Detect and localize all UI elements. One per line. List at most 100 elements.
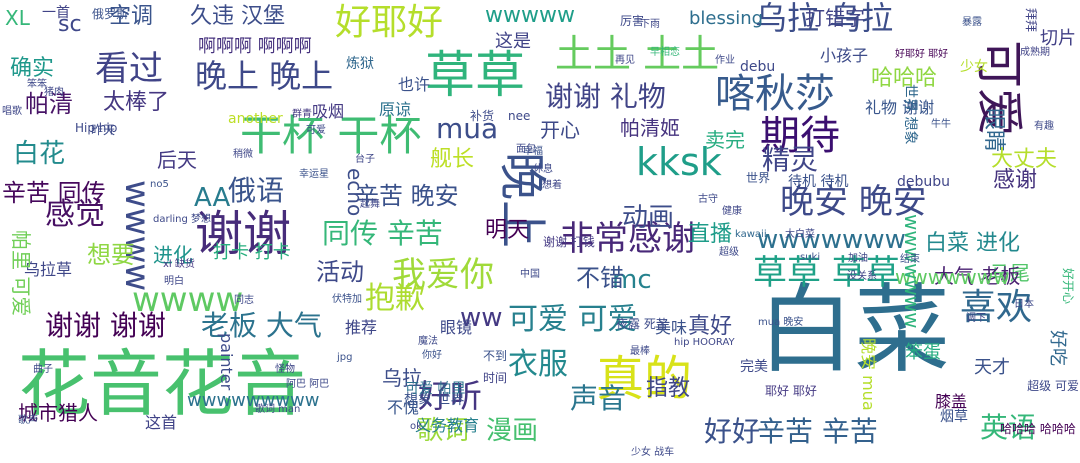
cloud-word: 喀秋莎 <box>715 71 835 117</box>
cloud-word: 乌拉 <box>382 366 422 390</box>
cloud-word: 结束 <box>900 254 920 265</box>
cloud-word: 指教 <box>646 376 691 401</box>
cloud-word: kksk <box>636 140 722 184</box>
cloud-word: 干杯 干杯 <box>240 111 422 160</box>
cloud-word: 乌拉草 <box>24 260 73 279</box>
cloud-word: 可爱 帕里 <box>405 381 466 397</box>
cloud-word: 再见 <box>615 55 635 66</box>
cloud-word: 补货 <box>470 109 495 123</box>
cloud-word: 面包 <box>516 144 536 155</box>
cloud-word: 晚上 晚上 <box>195 57 334 95</box>
cloud-word: 暴露 <box>962 17 982 28</box>
cloud-word: 大丈夫 <box>991 147 1058 172</box>
cloud-word: 同传 辛苦 <box>322 217 443 250</box>
cloud-word: 可爱 <box>306 125 326 136</box>
cloud-word: 哈哈哈 哈哈哈 <box>1000 422 1076 436</box>
cloud-word: 昨天 <box>91 123 116 137</box>
cloud-word: sc <box>58 12 82 37</box>
cloud-word: 看过 <box>95 49 163 89</box>
cloud-word: 不错 <box>576 264 624 292</box>
cloud-word: wwwwwwwww <box>187 390 320 411</box>
cloud-word: 久违 汉堡 <box>190 4 285 29</box>
cloud-word: 稍微 <box>233 149 253 160</box>
cloud-word: 牛牛 <box>931 119 951 130</box>
cloud-word: 英语 <box>980 411 1037 444</box>
cloud-word: mua 晚安 <box>758 317 804 328</box>
cloud-word: wwwww <box>485 3 575 28</box>
cloud-word: 老板 大气 <box>201 309 322 342</box>
cloud-word: 超级 <box>719 247 739 258</box>
cloud-word: 帕清 <box>25 90 73 118</box>
cloud-word: 最棒 <box>630 346 650 357</box>
cloud-word: 俄罗斯 <box>92 7 129 21</box>
cloud-word: 好吃 <box>1047 330 1068 366</box>
cloud-word: jpg <box>337 352 353 363</box>
cloud-word: 阿巴 阿巴 <box>286 379 330 390</box>
cloud-word: 抱歉 <box>365 281 425 316</box>
cloud-word: 声音 <box>570 382 627 415</box>
cloud-word: 白花 <box>13 139 66 169</box>
cloud-word: 帕里 可爱 <box>9 230 33 317</box>
cloud-word: 歌声 <box>18 415 38 426</box>
cloud-word: 草草 草草 <box>753 253 900 293</box>
cloud-word: 俄语 <box>228 174 285 207</box>
cloud-word: 城市猎人 <box>18 401 98 425</box>
cloud-word: wwww <box>132 280 244 320</box>
cloud-word: 感谢 <box>993 168 1038 193</box>
cloud-word: 完美 <box>740 359 768 375</box>
cloud-word: 好耶好 耶好 <box>895 49 949 60</box>
cloud-word: 土土 土土 <box>555 32 720 76</box>
cloud-word: 想要 <box>87 241 135 269</box>
cloud-word: 时间 <box>483 371 508 385</box>
cloud-word: 眼镜 <box>440 318 473 337</box>
cloud-word: 精灵 <box>762 143 819 176</box>
cloud-word: 辛苦 辛苦 <box>757 415 878 448</box>
cloud-word: 天才 <box>974 357 1010 378</box>
cloud-word: hip HOORAY <box>674 337 735 348</box>
cloud-word: 眼睛 <box>981 108 1006 153</box>
cloud-word: 加油 <box>848 253 868 264</box>
cloud-word: 开心 <box>540 118 580 142</box>
cloud-word: 同志 <box>234 295 254 306</box>
cloud-word: 也许 <box>398 75 431 94</box>
cloud-word: suki <box>800 252 821 263</box>
cloud-word: 待机 待机 <box>788 174 849 190</box>
cloud-word: 晚安 mua <box>859 338 878 411</box>
cloud-word: 切片 <box>1040 28 1076 49</box>
cloud-word: 一首 <box>42 5 70 21</box>
cloud-word: 帕清姬 <box>620 116 680 140</box>
cloud-word: 歌词 man <box>255 404 301 415</box>
cloud-word: 调下 <box>966 313 986 324</box>
cloud-word: wwwwwww <box>900 214 924 329</box>
cloud-word: 好开心 <box>1061 268 1075 305</box>
cloud-word: mua <box>436 112 499 145</box>
cloud-word: 推荐 <box>345 318 378 337</box>
cloud-word: 确实 <box>10 56 55 81</box>
cloud-word: 夜露 死苦 <box>616 317 668 331</box>
cloud-word: 曲子 <box>33 364 53 375</box>
cloud-word: 啊啊啊 啊啊啊 <box>198 36 312 57</box>
cloud-word: 健康 <box>722 206 742 217</box>
cloud-word: 空调 <box>109 4 154 29</box>
cloud-word: 你好 <box>422 350 442 361</box>
cloud-word: 中国 <box>520 269 540 280</box>
cloud-word: 进化 <box>153 243 193 267</box>
cloud-word: 少女 <box>960 59 988 75</box>
cloud-word: no5 <box>150 179 169 190</box>
cloud-word: darling 梦想 <box>153 214 212 225</box>
cloud-word: 有趣 <box>1034 121 1054 132</box>
cloud-word: 台子 <box>355 154 375 165</box>
cloud-word: 古守 <box>698 194 718 205</box>
cloud-word: 没关系 <box>847 271 877 282</box>
cloud-word: 厉害 <box>620 14 645 28</box>
cloud-word: debu <box>740 59 776 75</box>
cloud-word: 我爱你 <box>392 255 494 295</box>
cloud-word: 幸福 <box>523 146 543 157</box>
cloud-word: wwwwwww <box>895 265 1010 289</box>
cloud-word: 期待 <box>760 113 840 159</box>
cloud-word: XL <box>5 6 30 30</box>
cloud-word: 群青 <box>292 109 312 120</box>
cloud-word: blessing <box>689 8 764 29</box>
cloud-word: 起舞 <box>360 199 380 210</box>
cloud-word: 这是 <box>495 31 531 52</box>
